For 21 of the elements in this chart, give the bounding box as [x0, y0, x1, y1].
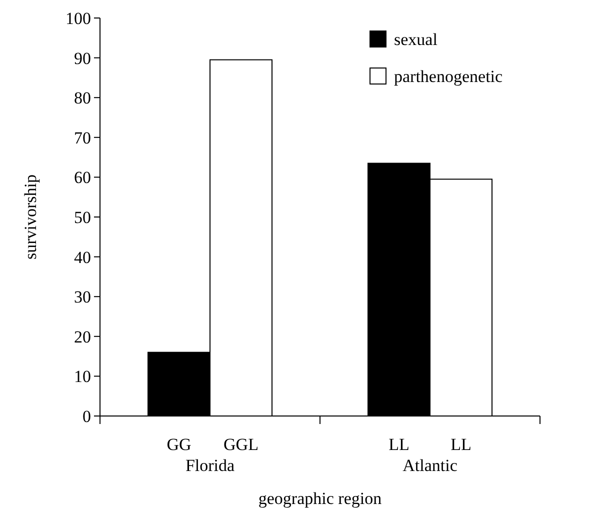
y-tick-label: 60: [74, 168, 91, 188]
y-tick-label: 10: [74, 367, 91, 386]
y-tick-label: 90: [74, 48, 91, 68]
y-tick-label: 50: [74, 208, 91, 227]
y-tick-label: 30: [74, 288, 91, 307]
legend-label: parthenogenetic: [394, 66, 504, 86]
y-tick-label: 100: [66, 8, 91, 28]
x-axis-title: geographic region: [258, 489, 382, 508]
y-tick-label: 70: [74, 128, 91, 148]
text: LL: [388, 435, 410, 454]
y-tick-label: 40: [74, 248, 91, 267]
y-tick-label: 0: [82, 406, 91, 426]
x-tick-label: Atlantic: [402, 456, 458, 475]
legend-label: sexual: [394, 30, 438, 49]
y-tick-label: 80: [74, 88, 91, 108]
text: GGL: [224, 435, 258, 454]
y-axis-title: survivorship: [21, 174, 40, 260]
text: GG: [166, 435, 192, 454]
text: LL: [450, 435, 472, 454]
y-tick-label: 20: [74, 327, 91, 346]
x-tick-label: Florida: [185, 456, 236, 475]
